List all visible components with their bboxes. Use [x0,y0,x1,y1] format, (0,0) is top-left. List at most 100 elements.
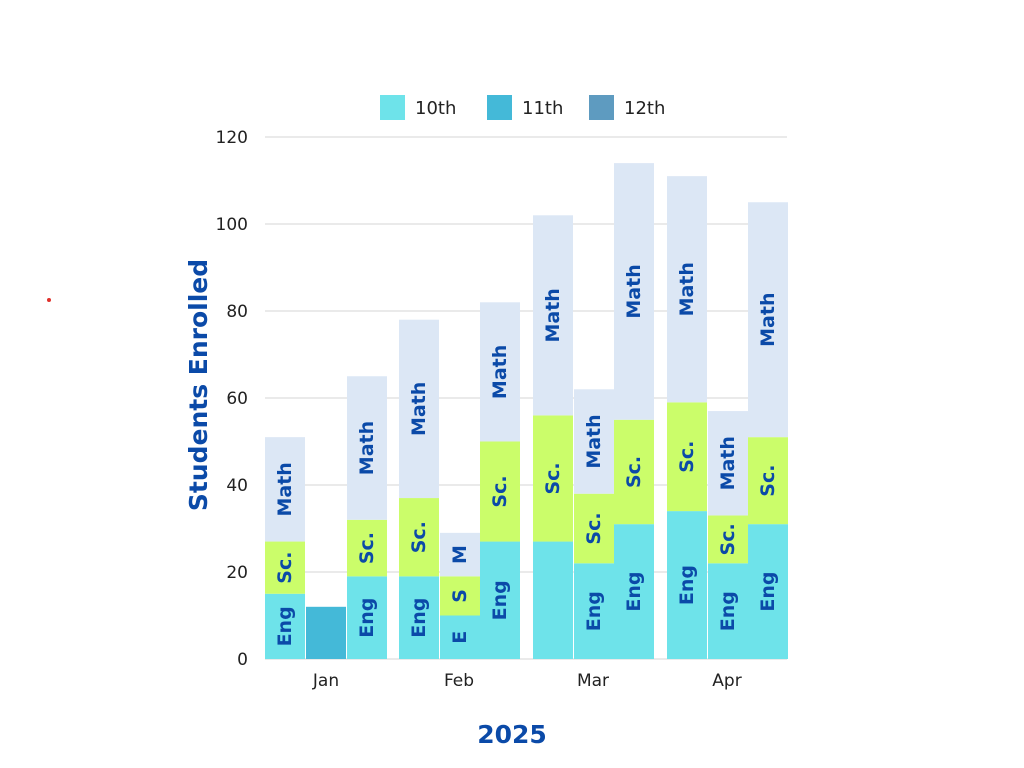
segment-label: Eng [489,580,511,620]
x-axis-title: 2025 [477,720,547,749]
segment-label: Math [757,293,779,347]
segment-label: Sc. [717,523,739,555]
segment-label: Eng [356,598,378,638]
segment-label: Math [274,462,296,516]
bar-segment-eng [399,576,439,659]
segment-label: Math [583,414,605,468]
segment-label: Math [356,421,378,475]
bar-10: Eng Sc. Math [667,176,707,659]
bar-9: Eng Sc. Math [614,163,654,659]
bar-11: Eng Sc. Math [708,411,748,659]
segment-label: Sc. [489,475,511,507]
bar-segment-sc [574,493,614,564]
bar-segment-math [667,176,707,403]
segment-label: Math [489,345,511,399]
y-tick-label: 120 [216,128,248,148]
stray-dot [47,298,51,302]
bar-segment-eng [748,524,788,659]
bar-segment-eng [708,563,748,659]
bar-8: Eng Sc. Math [574,389,614,659]
x-axis-ticks: Jan Feb Mar Apr [312,671,742,691]
bar-segment [533,541,573,659]
segment-label: Eng [717,591,739,631]
bar-segment-sc [533,415,573,542]
bar-segment-math [480,302,520,442]
segment-label: Sc. [356,532,378,564]
bar-segment-sc [399,498,439,577]
bar-7: Sc. Math [533,215,573,659]
bar-segment-sc [265,541,305,594]
segment-label: Sc. [583,512,605,544]
segment-label: E [449,631,471,644]
bar-segment-sc [480,441,520,542]
bar-segment-math [574,389,614,494]
legend-label: 12th [624,98,665,119]
segment-label: Eng [623,572,645,612]
segment-label: Eng [408,598,430,638]
bar-segment-eng [574,563,614,659]
bar-segment-math [614,163,654,420]
segment-label: Eng [583,591,605,631]
segment-label: Math [623,264,645,318]
y-axis-ticks: 0 20 40 60 80 100 120 [216,128,248,670]
bar-4: Eng Sc. Math [399,319,439,659]
y-tick-label: 20 [226,563,248,583]
bar-segment-eng [265,593,305,659]
segment-label: Sc. [757,465,779,497]
bars: Eng Sc. Math Eng Sc. Math Eng Sc. Math E S M Eng Sc. M… [265,163,788,659]
segment-label: Sc. [623,456,645,488]
legend-swatch [380,95,405,120]
segment-label: Eng [676,565,698,605]
x-tick-label: Feb [444,671,474,691]
x-tick-label: Apr [712,671,741,691]
bar-segment-sc [440,576,480,616]
bar-segment-math [533,215,573,416]
segment-label: Math [717,436,739,490]
bar-segment-sc [667,402,707,512]
bar-segment-math [347,376,387,520]
legend-swatch [589,95,614,120]
bar-segment-math [440,532,480,577]
y-tick-label: 40 [226,476,248,496]
bar-segment-sc [748,437,788,525]
bar-segment-math [748,202,788,438]
bar-segment-eng [440,615,480,659]
segment-label: Math [408,382,430,436]
legend: 10th 11th 12th [380,95,665,120]
bar-segment-math [399,319,439,499]
segment-label: M [449,545,471,564]
legend-swatch [487,95,512,120]
y-tick-label: 100 [216,215,248,235]
bar-segment [306,606,346,659]
bar-segment-sc [347,519,387,577]
bar-segment-math [708,411,748,516]
y-tick-label: 80 [226,302,248,322]
segment-label: Sc. [542,462,564,494]
segment-label: Eng [274,606,296,646]
bar-6: Eng Sc. Math [480,302,520,659]
bar-segment-eng [667,511,707,659]
bar-segment-math [265,437,305,542]
bar-3: Eng Sc. Math [347,376,387,659]
segment-label: Math [676,262,698,316]
segment-label: Math [542,288,564,342]
bar-12: Eng Sc. Math [748,202,788,659]
bar-segment-eng [480,541,520,659]
x-tick-label: Mar [577,671,609,691]
y-tick-label: 0 [237,650,248,670]
y-axis-title: Students Enrolled [184,259,213,511]
legend-label: 11th [522,98,563,119]
segment-label: Sc. [676,441,698,473]
segment-label: Sc. [408,521,430,553]
bar-1: Eng Sc. Math [265,437,305,659]
segment-label: Eng [757,572,779,612]
x-tick-label: Jan [312,671,339,691]
bar-2 [306,606,346,659]
bar-segment-sc [708,515,748,564]
y-tick-label: 60 [226,389,248,409]
bar-segment-eng [614,524,654,659]
legend-label: 10th [415,98,456,119]
bar-segment-eng [347,576,387,659]
segment-label: Sc. [274,552,296,584]
